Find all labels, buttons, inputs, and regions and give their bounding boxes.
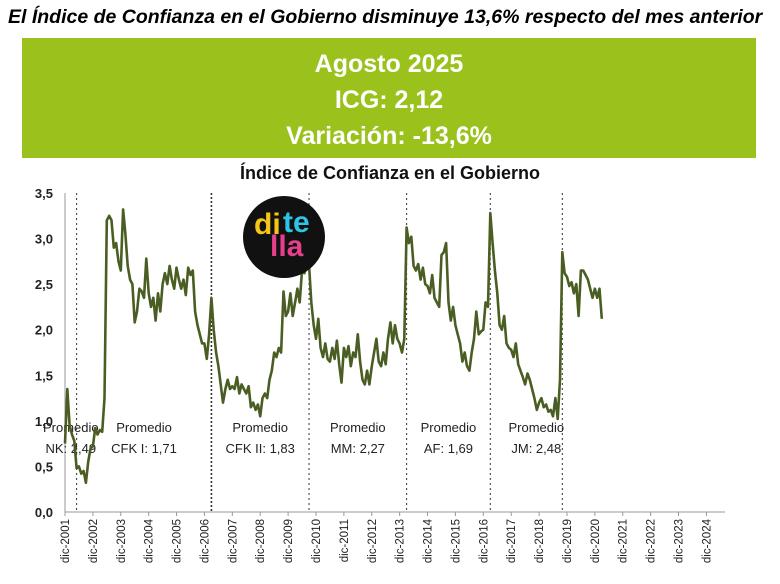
chart-axes	[64, 193, 725, 513]
period-label-average: NK: 2,49	[46, 441, 97, 456]
banner-variation: Variación: -13,6%	[286, 122, 492, 150]
x-tick-label: dic-2001	[60, 519, 72, 563]
y-tick-label: 0,0	[35, 505, 53, 520]
y-tick-label: 0,5	[35, 459, 53, 474]
period-label-title: Promedio	[330, 420, 386, 435]
y-axis-ticks: 0,0 0,5 1,0 1,5 2,0 2,5 3,0 3,5	[35, 186, 53, 520]
y-tick-label: 2,0	[35, 323, 53, 338]
x-tick-label: dic-2020	[590, 519, 602, 563]
x-tick-label: dic-2010	[311, 519, 323, 563]
period-label-title: Promedio	[116, 420, 172, 435]
period-label-title: Promedio	[508, 420, 564, 435]
x-tick-label: dic-2024	[701, 518, 713, 563]
y-tick-label: 1,0	[35, 414, 53, 429]
logo-part-di: di	[254, 208, 281, 241]
logo-part-lla: lla	[270, 230, 304, 263]
x-tick-label: dic-2015	[450, 519, 462, 563]
chart-title: Índice de Confianza en el Gobierno	[239, 163, 541, 183]
x-tick-label: dic-2011	[339, 519, 351, 562]
y-tick-label: 2,5	[35, 277, 53, 292]
period-label-average: AF: 1,69	[424, 441, 473, 456]
y-tick-label: 1,5	[35, 368, 53, 383]
period-labels: Promedio NK: 2,49 Promedio CFK I: 1,71 Prome…	[43, 420, 564, 456]
x-tick-label: dic-2004	[144, 518, 156, 563]
x-tick-label: dic-2012	[367, 519, 379, 563]
banner-icg-value: ICG: 2,12	[334, 86, 444, 114]
summary-banner: Agosto 2025 ICG: 2,12 Variación: -13,6%	[22, 38, 756, 158]
y-tick-label: 3,5	[35, 186, 53, 201]
y-tick-label: 3,0	[35, 232, 53, 247]
period-label-average: MM: 2,27	[331, 441, 385, 456]
x-tick-label: dic-2022	[646, 519, 658, 563]
x-tick-label: dic-2008	[255, 519, 267, 563]
x-tick-label: dic-2007	[227, 519, 239, 563]
x-tick-label: dic-2017	[506, 519, 518, 563]
x-tick-label: dic-2002	[88, 519, 100, 563]
x-tick-label: dic-2003	[116, 519, 128, 563]
x-tick-label: dic-2013	[395, 519, 407, 563]
x-tick-label: dic-2019	[562, 519, 574, 563]
x-tick-label: dic-2021	[618, 519, 630, 563]
period-label-average: JM: 2,48	[511, 441, 561, 456]
x-tick-label: dic-2014	[423, 518, 435, 563]
x-tick-label: dic-2005	[172, 519, 184, 563]
x-tick-label: dic-2023	[674, 519, 686, 563]
ditella-logo: di te lla	[243, 196, 325, 278]
period-label-average: CFK II: 1,83	[226, 441, 295, 456]
logo-part-te: te	[283, 206, 310, 239]
x-tick-label: dic-2009	[283, 519, 295, 563]
x-tick-label: dic-2006	[199, 519, 211, 563]
headline: El Índice de Confianza en el Gobierno di…	[8, 6, 763, 28]
period-label-average: CFK I: 1,71	[111, 441, 177, 456]
x-axis-ticks: dic-2001 dic-2002 dic-2003 dic-2004 dic-2005…	[60, 512, 713, 563]
period-label-title: Promedio	[232, 420, 288, 435]
series-line	[63, 208, 604, 485]
x-tick-label: dic-2016	[478, 519, 490, 563]
banner-period: Agosto 2025	[314, 50, 464, 78]
period-label-title: Promedio	[421, 420, 477, 435]
series-group	[63, 208, 604, 485]
x-tick-label: dic-2018	[534, 519, 546, 563]
